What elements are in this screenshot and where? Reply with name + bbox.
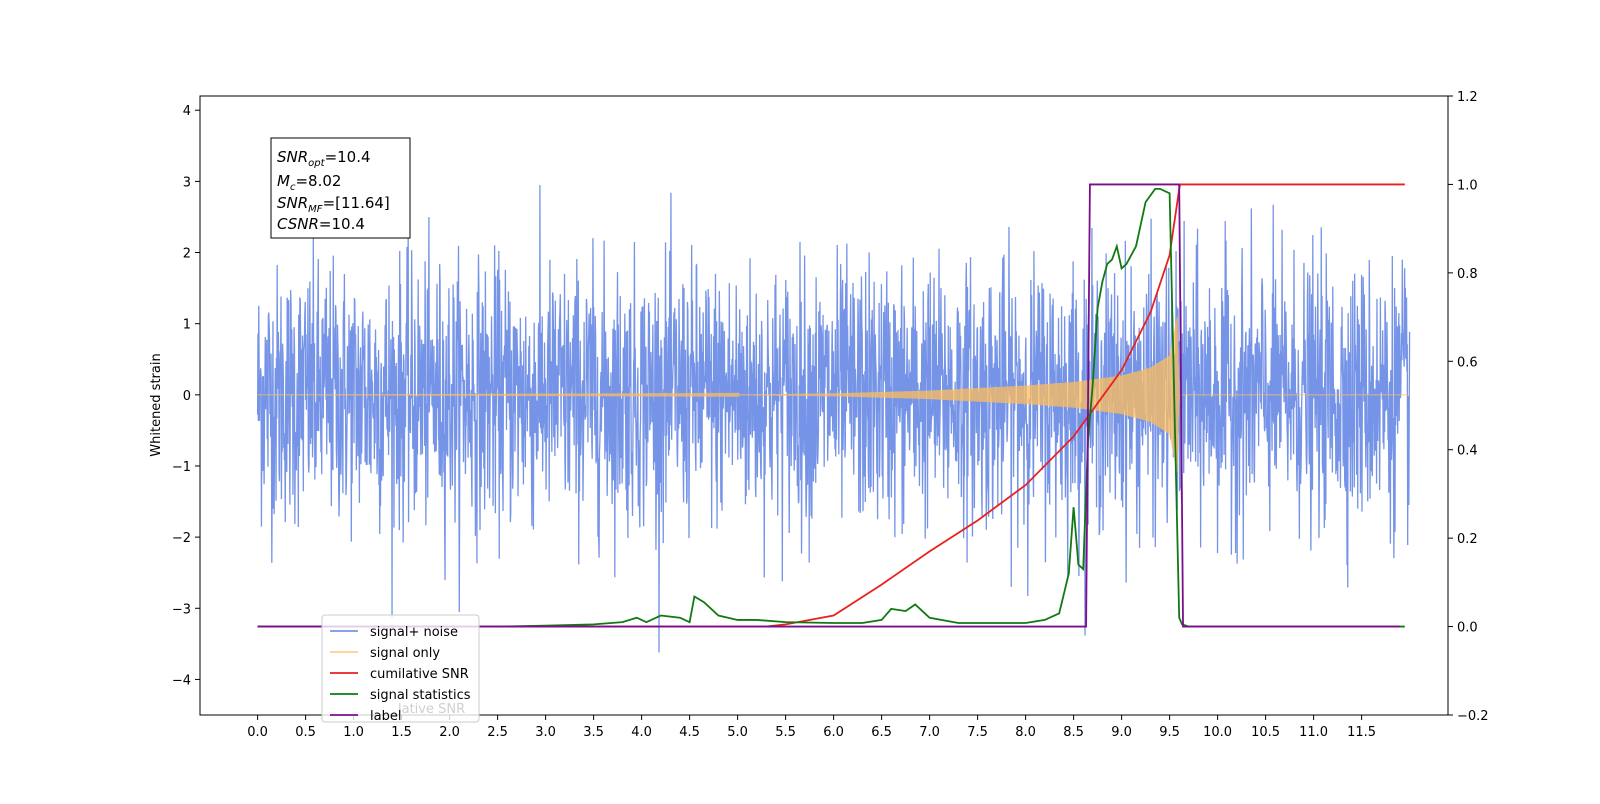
x-tick-label: 2.5 xyxy=(487,725,508,740)
x-tick-label: 8.5 xyxy=(1063,725,1084,740)
y-left-tick-label: 1 xyxy=(183,318,191,333)
x-tick-label: 0.0 xyxy=(247,725,268,740)
x-tick-label: 10.5 xyxy=(1251,725,1280,740)
annotation-line-snr-opt: SNRopt=10.4 xyxy=(277,148,371,169)
legend-label: signal+ noise xyxy=(370,625,458,640)
legend: lative SNR signal+ noise signal only cumil… xyxy=(321,614,480,724)
x-tick-label: 10.0 xyxy=(1203,725,1232,740)
x-tick-label: 6.5 xyxy=(871,725,892,740)
y-right-tick-label: 0.8 xyxy=(1457,267,1478,282)
x-tick-label: 4.0 xyxy=(631,725,652,740)
x-tick-label: 2.0 xyxy=(439,725,460,740)
y-right-tick-label: 0.0 xyxy=(1457,621,1478,636)
x-tick-label: 0.5 xyxy=(295,725,316,740)
legend-label: label xyxy=(370,709,401,724)
plot-frame xyxy=(199,95,1449,716)
y-axis-label: Whitened strain xyxy=(149,353,164,456)
x-tick-label: 9.5 xyxy=(1159,725,1180,740)
x-tick-label: 5.5 xyxy=(775,725,796,740)
x-tick-label: 11.5 xyxy=(1347,725,1376,740)
y-left-tick-label: −3 xyxy=(172,602,191,617)
x-tick-label: 3.0 xyxy=(535,725,556,740)
x-tick-label: 11.0 xyxy=(1299,725,1328,740)
x-tick-label: 6.0 xyxy=(823,725,844,740)
y-right-tick-label: 1.0 xyxy=(1457,178,1478,193)
x-tick-label: 8.0 xyxy=(1015,725,1036,740)
series-signal-plus-noise xyxy=(256,185,1411,653)
y-left-tick-label: 4 xyxy=(183,104,191,119)
y-left-tick-label: 3 xyxy=(183,175,191,190)
y-left-tick-label: 0 xyxy=(183,389,191,404)
y-left-tick-label: −2 xyxy=(172,531,191,546)
x-tick-label: 4.5 xyxy=(679,725,700,740)
x-tick-label: 5.0 xyxy=(727,725,748,740)
legend-label: signal statistics xyxy=(370,688,471,703)
x-tick-label: 1.0 xyxy=(343,725,364,740)
y-left-tick-label: −4 xyxy=(172,673,191,688)
annotation-box: SNRopt=10.4 Mc=8.02 SNRMF=[11.64] CSNR=1… xyxy=(270,137,411,239)
series-cumilative-snr xyxy=(257,183,1405,628)
y-right-tick-label: 0.6 xyxy=(1457,355,1478,370)
y-right-tick-label: 1.2 xyxy=(1457,90,1478,105)
legend-overlap-text: lative SNR xyxy=(398,702,465,717)
series-signal-statistics xyxy=(257,187,1405,628)
y-left-tick-label: 2 xyxy=(183,247,191,262)
annotation-line-csnr: CSNR=10.4 xyxy=(277,215,365,233)
annotation-line-snr-mf: SNRMF=[11.64] xyxy=(277,194,390,215)
x-tick-label: 7.5 xyxy=(967,725,988,740)
y-right-tick-label: −0.2 xyxy=(1457,709,1489,724)
series-signal-only xyxy=(257,316,1410,473)
annotation-line-mc: Mc=8.02 xyxy=(277,172,341,193)
x-tick-label: 7.0 xyxy=(919,725,940,740)
y-right-tick-label: 0.4 xyxy=(1457,444,1478,459)
series-label xyxy=(257,183,1400,628)
x-tick-label: 9.0 xyxy=(1111,725,1132,740)
legend-label: cumilative SNR xyxy=(370,667,469,682)
x-tick-label: 3.5 xyxy=(583,725,604,740)
x-tick-label: 1.5 xyxy=(391,725,412,740)
y-left-tick-label: −1 xyxy=(172,460,191,475)
y-right-tick-label: 0.2 xyxy=(1457,532,1478,547)
legend-label: signal only xyxy=(370,646,440,661)
